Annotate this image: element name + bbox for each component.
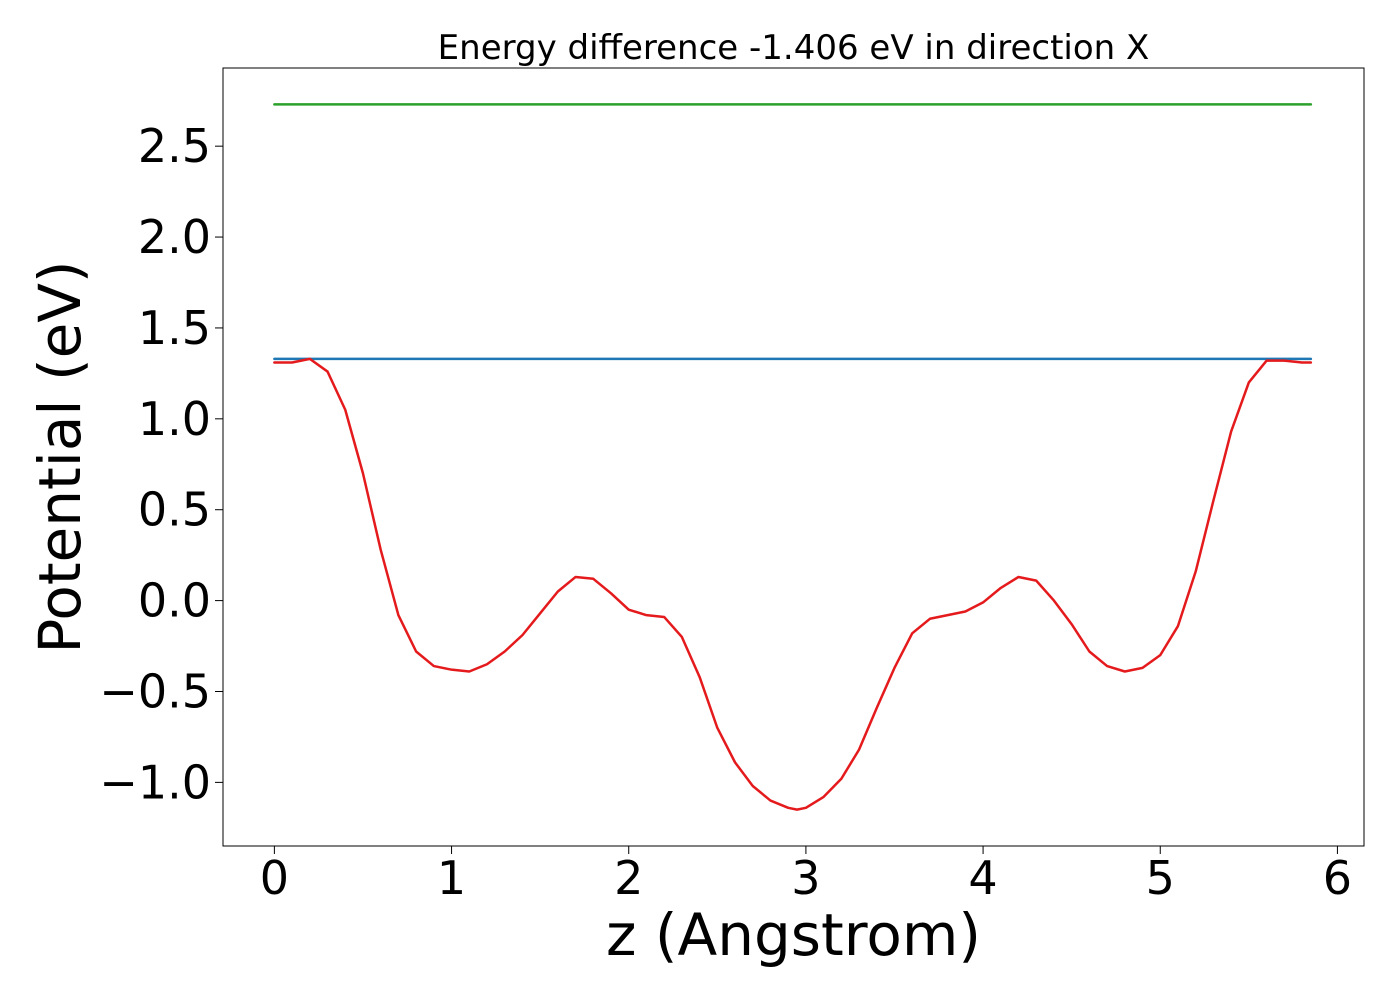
- series-line-2: [273, 357, 1313, 811]
- y-tick-label: 2.0: [138, 210, 211, 264]
- plot-frame: [222, 67, 1365, 847]
- x-tick-label: 3: [791, 851, 820, 905]
- chart-title: Energy difference -1.406 eV in direction…: [438, 28, 1150, 68]
- x-axis-ticks: 0 1 2 3 4 5 6: [260, 846, 1352, 905]
- x-axis-label: z (Angstrom): [606, 901, 981, 969]
- y-tick-label: 2.5: [138, 119, 211, 173]
- x-tick-label: 6: [1323, 851, 1352, 905]
- y-tick-label: 1.0: [138, 392, 211, 446]
- y-axis-label: Potential (eV): [26, 260, 94, 653]
- y-tick-label: 0.5: [138, 483, 211, 537]
- y-tick-label: 1.5: [138, 301, 211, 355]
- series-layer: [273, 103, 1313, 811]
- x-tick-label: 4: [968, 851, 997, 905]
- x-tick-label: 1: [437, 851, 466, 905]
- y-tick-label: −0.5: [99, 664, 211, 718]
- y-axis-ticks: −1.0 −0.5 0.0 0.5 1.0 1.5 2.0 2.5: [99, 119, 223, 809]
- x-tick-label: 5: [1146, 851, 1175, 905]
- x-tick-label: 0: [260, 851, 289, 905]
- y-tick-label: 0.0: [138, 574, 211, 628]
- x-tick-label: 2: [614, 851, 643, 905]
- y-tick-label: −1.0: [99, 755, 211, 809]
